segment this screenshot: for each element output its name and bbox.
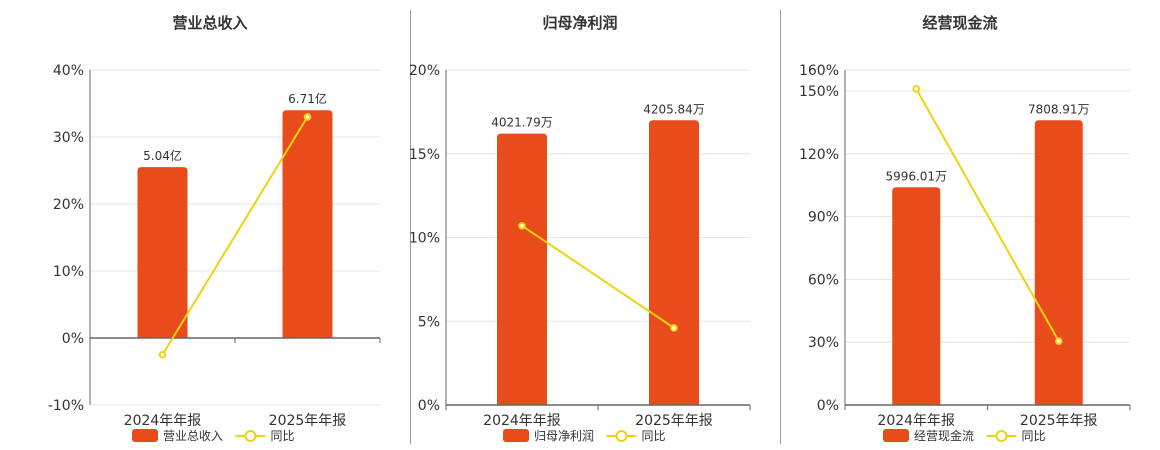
bar <box>649 120 699 405</box>
legend-bar-swatch <box>132 429 158 442</box>
y-tick-label: 10% <box>409 231 440 247</box>
bar <box>137 167 188 338</box>
legend-line-label: 同比 <box>642 429 666 443</box>
y-tick-label: 150% <box>799 84 839 100</box>
chart-revenue: 营业总收入 -10% 0% 10% 20% 30% 40% 5.04亿 6.71亿 2024年年报… <box>48 14 381 443</box>
y-tick-label: 0% <box>817 398 839 414</box>
x-tick-label: 2025年年报 <box>635 413 713 429</box>
bar-data-label: 4021.79万 <box>491 116 553 130</box>
yoy-line <box>915 88 1060 342</box>
x-tick-label: 2024年年报 <box>124 413 202 429</box>
yoy-line <box>521 224 675 329</box>
x-tick-label: 2024年年报 <box>877 413 955 429</box>
y-tick-label: 0% <box>62 331 84 347</box>
chart-panel-net-profit: 归母净利润 0% 5% 10% 15% 20% 4021.79万 4205.84万 2024年年… <box>409 0 780 450</box>
yoy-point <box>670 324 678 332</box>
legend-bar-label: 营业总收入 <box>163 429 223 443</box>
y-tick-label: 40% <box>53 63 84 79</box>
legend-bar-swatch <box>883 429 909 442</box>
bar-data-label: 6.71亿 <box>288 91 327 106</box>
legend-line-label: 同比 <box>271 429 295 443</box>
bar-data-label: 5.04亿 <box>143 148 182 163</box>
bar <box>1034 120 1083 405</box>
legend-bar-label: 归母净利润 <box>534 429 594 443</box>
x-tick-label: 2025年年报 <box>269 413 347 429</box>
chart-title: 归母净利润 <box>542 14 617 32</box>
y-tick-label: 15% <box>409 147 440 163</box>
bar-data-label: 5996.01万 <box>885 169 947 183</box>
chart-title: 经营现金流 <box>922 14 997 32</box>
x-tick-label: 2025年年报 <box>1020 413 1098 429</box>
y-tick-label: 20% <box>53 197 84 213</box>
legend-line-marker <box>244 430 257 442</box>
legend-bar-swatch <box>503 429 529 442</box>
chart-panel-revenue: 营业总收入 -10% 0% 10% 20% 30% 40% 5.04亿 6.71亿 2024年年报… <box>0 0 410 450</box>
x-tick-label: 2024年年报 <box>483 413 561 429</box>
yoy-point <box>1054 337 1063 345</box>
legend-line-marker <box>995 430 1008 442</box>
yoy-point <box>518 221 526 230</box>
legend-line-marker <box>615 430 628 442</box>
chart-operating-cashflow: 经营现金流 0% 30% 60% 90% 120% 150% 160% 5996.01万 7808… <box>799 14 1131 443</box>
y-tick-label: 0% <box>418 398 440 414</box>
chart-panel-cashflow: 经营现金流 0% 30% 60% 90% 120% 150% 160% 5996.01万 7808… <box>780 0 1160 450</box>
yoy-point <box>158 350 167 359</box>
legend-bar-label: 经营现金流 <box>914 428 974 443</box>
legend-line-label: 同比 <box>1022 429 1046 443</box>
y-tick-label: 60% <box>808 272 839 288</box>
bar <box>282 110 333 338</box>
bar <box>892 187 941 405</box>
y-tick-label: 20% <box>409 63 440 79</box>
panel-divider-1 <box>410 10 411 444</box>
yoy-line <box>161 116 309 356</box>
panel-divider-2 <box>780 10 781 444</box>
y-tick-label: 120% <box>799 147 839 163</box>
chart-net-profit: 归母净利润 0% 5% 10% 15% 20% 4021.79万 4205.84万 2024年年… <box>409 14 751 443</box>
bar <box>497 133 547 405</box>
yoy-point <box>303 113 312 121</box>
y-tick-label: 90% <box>808 210 839 226</box>
y-tick-label: 10% <box>53 264 84 280</box>
bar-data-label: 7808.91万 <box>1028 102 1090 116</box>
chart-title: 营业总收入 <box>172 14 247 32</box>
y-tick-label: 5% <box>418 314 440 330</box>
y-tick-label: 30% <box>808 335 839 351</box>
yoy-point <box>912 85 921 93</box>
bar-data-label: 4205.84万 <box>643 102 705 116</box>
y-tick-label: 30% <box>53 130 84 146</box>
y-tick-label: -10% <box>48 398 84 414</box>
y-tick-label: 160% <box>799 63 839 79</box>
